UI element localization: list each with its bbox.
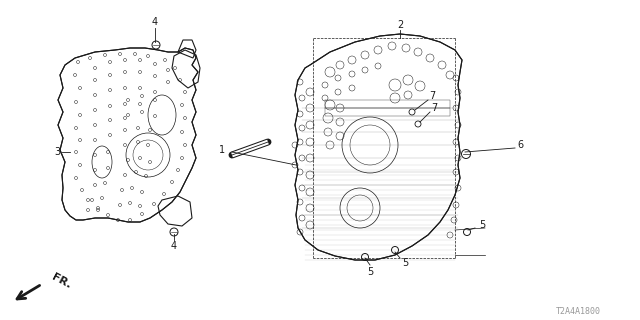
Text: T2A4A1800: T2A4A1800	[556, 308, 600, 316]
Text: 3: 3	[54, 147, 60, 157]
Polygon shape	[58, 48, 198, 222]
Text: 6: 6	[517, 140, 523, 150]
Text: 2: 2	[397, 20, 403, 30]
Text: FR.: FR.	[50, 272, 73, 290]
Text: 5: 5	[402, 258, 408, 268]
Text: 4: 4	[171, 241, 177, 251]
Text: 1: 1	[219, 145, 225, 155]
Text: 4: 4	[152, 17, 158, 27]
Text: 5: 5	[479, 220, 485, 230]
Text: 5: 5	[367, 267, 373, 277]
Text: 7: 7	[431, 103, 437, 113]
Polygon shape	[295, 34, 462, 260]
Text: 7: 7	[429, 91, 435, 101]
